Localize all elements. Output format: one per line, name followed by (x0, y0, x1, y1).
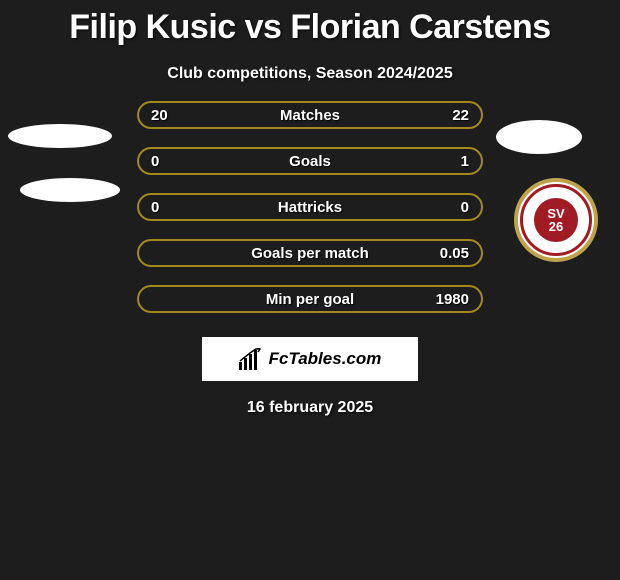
stat-label: Goals per match (251, 246, 369, 261)
watermark-text: FcTables.com (269, 349, 382, 369)
watermark: FcTables.com (202, 337, 418, 381)
stat-left-value: 0 (151, 200, 159, 215)
stat-left-value: 0 (151, 154, 159, 169)
stat-right-value: 0.05 (440, 246, 469, 261)
stat-label: Goals (289, 154, 331, 169)
bar-chart-icon (239, 348, 263, 370)
club-badge-ring: SV 26 (520, 184, 592, 256)
page-title: Filip Kusic vs Florian Carstens (0, 0, 620, 51)
stat-row: 0 Goals 1 (137, 147, 483, 175)
stat-right-value: 1 (461, 154, 469, 169)
stat-row: 20 Matches 22 (137, 101, 483, 129)
stat-right-value: 0 (461, 200, 469, 215)
stat-label: Matches (280, 108, 340, 123)
page-subtitle: Club competitions, Season 2024/2025 (0, 51, 620, 101)
stat-row: 0 Hattricks 0 (137, 193, 483, 221)
stat-left-value: 20 (151, 108, 168, 123)
stat-label: Min per goal (266, 292, 354, 307)
date-label: 16 february 2025 (0, 381, 620, 417)
right-badge-placeholder (496, 120, 582, 154)
stat-right-value: 22 (452, 108, 469, 123)
club-badge: SV 26 (514, 178, 598, 262)
club-badge-inner: SV 26 (534, 198, 578, 242)
stat-row: Goals per match 0.05 (137, 239, 483, 267)
stat-label: Hattricks (278, 200, 342, 215)
stat-right-value: 1980 (436, 292, 469, 307)
stat-row: Min per goal 1980 (137, 285, 483, 313)
club-badge-text-bottom: 26 (549, 219, 563, 234)
